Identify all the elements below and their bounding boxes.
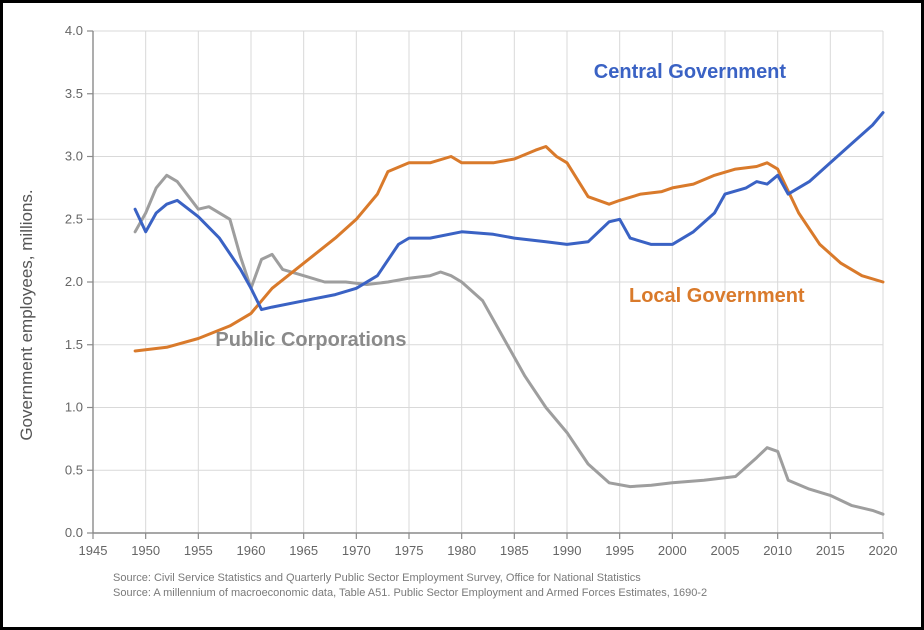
svg-text:2000: 2000	[658, 543, 687, 558]
source-line-2: Source: A millennium of macroeconomic da…	[113, 586, 707, 601]
svg-text:1945: 1945	[79, 543, 108, 558]
svg-text:0.5: 0.5	[65, 462, 83, 477]
svg-text:2005: 2005	[711, 543, 740, 558]
svg-text:2010: 2010	[763, 543, 792, 558]
series-label-central: Central Government	[594, 61, 786, 84]
svg-text:1965: 1965	[289, 543, 318, 558]
svg-text:1955: 1955	[184, 543, 213, 558]
svg-text:1.5: 1.5	[65, 337, 83, 352]
svg-text:1950: 1950	[131, 543, 160, 558]
svg-text:2015: 2015	[816, 543, 845, 558]
svg-text:1.0: 1.0	[65, 400, 83, 415]
svg-text:2.5: 2.5	[65, 211, 83, 226]
series-label-publiccorp: Public Corporations	[215, 329, 406, 352]
svg-text:4.0: 4.0	[65, 23, 83, 38]
svg-text:0.0: 0.0	[65, 525, 83, 540]
chart-frame: Government employees, millions. 0.0 0.5 1.…	[0, 0, 924, 630]
svg-text:1980: 1980	[447, 543, 476, 558]
svg-text:1995: 1995	[605, 543, 634, 558]
svg-text:1960: 1960	[237, 543, 266, 558]
source-line-1: Source: Civil Service Statistics and Qua…	[113, 571, 707, 586]
svg-text:1985: 1985	[500, 543, 529, 558]
chart-container: Government employees, millions. 0.0 0.5 1.…	[13, 13, 893, 617]
source-text: Source: Civil Service Statistics and Qua…	[113, 571, 707, 601]
svg-text:3.0: 3.0	[65, 149, 83, 164]
svg-text:3.5: 3.5	[65, 86, 83, 101]
svg-text:1975: 1975	[395, 543, 424, 558]
svg-text:2.0: 2.0	[65, 274, 83, 289]
svg-text:1990: 1990	[553, 543, 582, 558]
svg-text:1970: 1970	[342, 543, 371, 558]
series-label-local: Local Government	[629, 285, 805, 308]
y-axis-label: Government employees, millions.	[17, 189, 37, 440]
svg-text:2020: 2020	[869, 543, 897, 558]
